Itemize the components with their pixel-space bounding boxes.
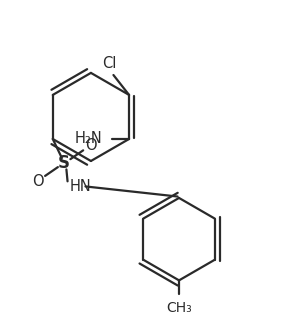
Text: HN: HN — [70, 179, 92, 194]
Text: H₂N: H₂N — [74, 131, 102, 147]
Text: O: O — [32, 174, 44, 189]
Text: O: O — [85, 138, 96, 153]
Text: S: S — [58, 154, 70, 172]
Text: Cl: Cl — [102, 56, 116, 71]
Text: CH₃: CH₃ — [166, 301, 192, 315]
